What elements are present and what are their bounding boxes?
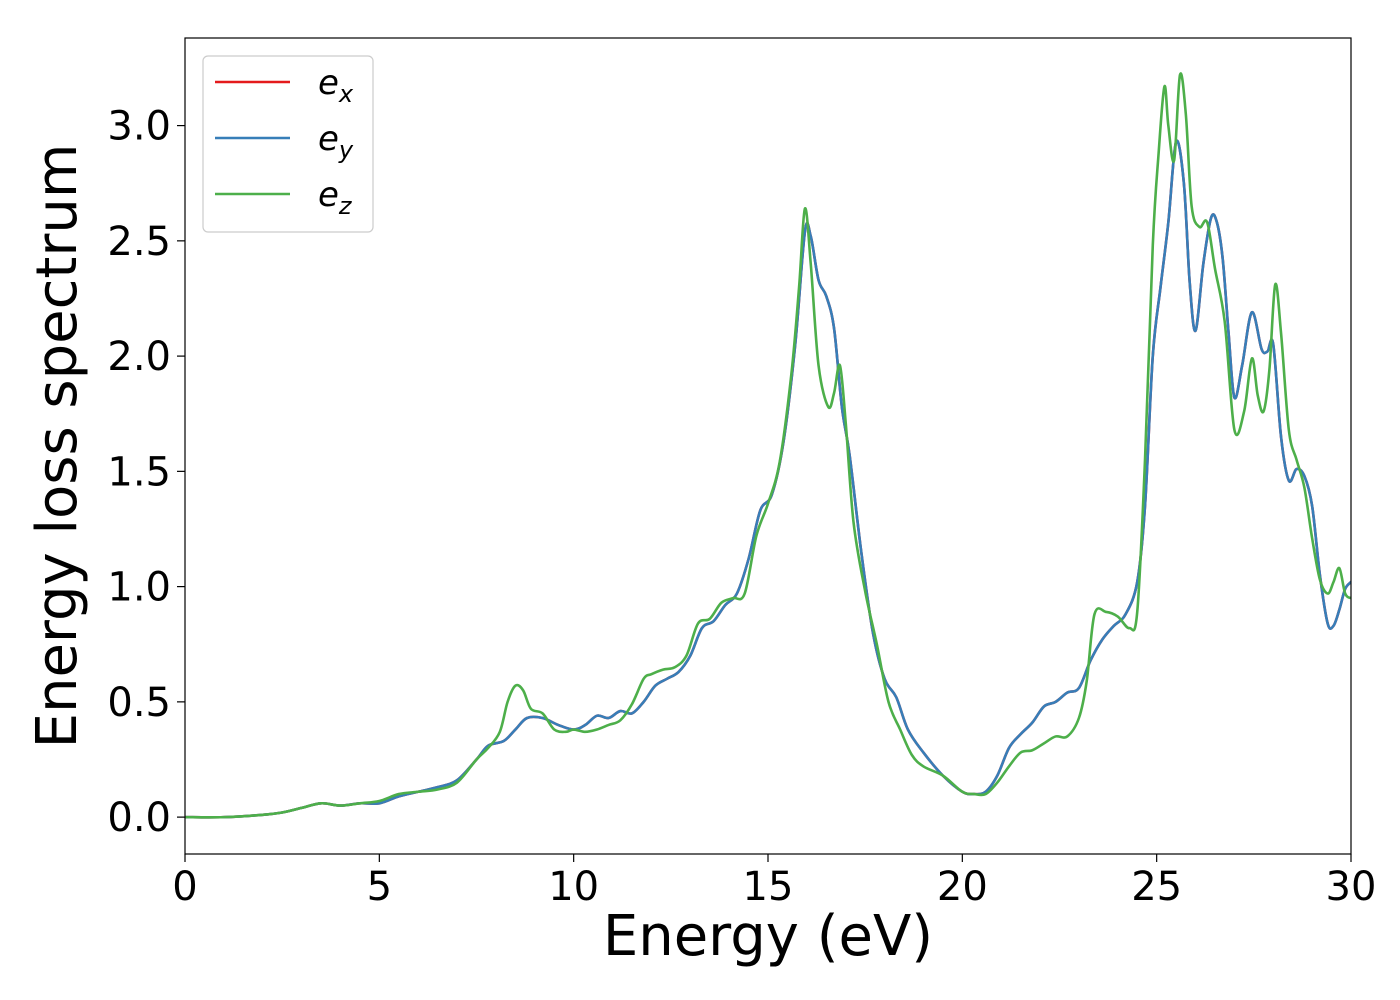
y-tick-label: 2.5 [107,219,171,265]
series-line-ex [185,139,1351,819]
y-axis-ticks: 0.0 0.5 1.0 1.5 2.0 2.5 3.0 [107,104,185,841]
y-tick-label: 0.0 [107,795,171,841]
y-tick-label: 0.5 [107,680,171,726]
x-tick-label: 0 [172,864,197,910]
series-layer [185,72,1351,819]
legend: ex ey ez [202,55,374,233]
x-tick-label: 20 [937,864,988,910]
x-tick-label: 30 [1326,864,1377,910]
x-tick-label: 15 [743,864,794,910]
legend-label-x: ex [318,63,354,108]
x-tick-label: 5 [367,864,392,910]
legend-box [202,55,374,233]
legend-label-y: ey [318,119,354,164]
y-tick-label: 2.0 [107,334,171,380]
y-axis-label: Energy loss spectrum [25,144,90,749]
x-tick-label: 25 [1131,864,1182,910]
series-line-ey [185,139,1351,819]
legend-label-z: ez [318,175,353,220]
y-tick-label: 3.0 [107,104,171,150]
series-line-ez [185,72,1351,819]
x-axis-ticks: 0 5 10 15 20 25 30 [172,854,1376,910]
y-tick-label: 1.5 [107,449,171,495]
x-tick-label: 10 [548,864,599,910]
y-tick-label: 1.0 [107,565,171,611]
x-axis-label: Energy (eV) [603,904,933,969]
